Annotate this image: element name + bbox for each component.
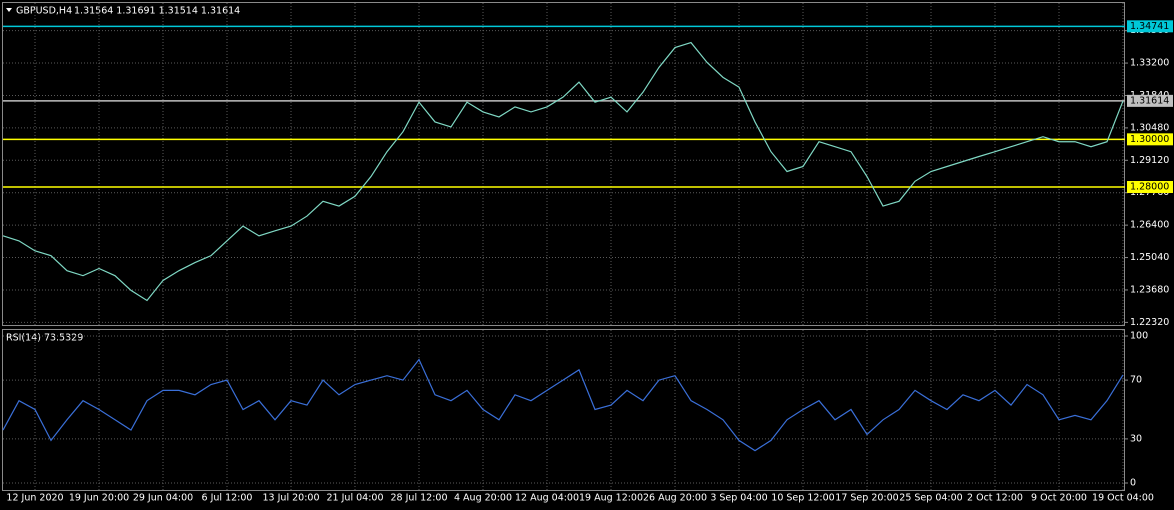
x-tick-label: 13 Jul 20:00	[263, 493, 320, 504]
price-panel	[2, 2, 1125, 326]
x-tick-label: 12 Aug 04:00	[515, 493, 579, 504]
x-tick-label: 28 Jul 12:00	[391, 493, 448, 504]
series-line	[2, 358, 1124, 452]
symbol: GBPUSD,H4	[16, 6, 72, 17]
level-label: 1.34741	[1130, 21, 1169, 32]
level-label-box	[1127, 133, 1173, 146]
rsi-panel	[2, 329, 1125, 491]
x-tick-label: 21 Jul 04:00	[327, 493, 384, 504]
x-tick-label: 9 Oct 20:00	[1031, 493, 1087, 504]
series-line	[2, 41, 1124, 302]
y-tick-label: 1.29120	[1130, 155, 1169, 166]
x-tick-label: 26 Aug 20:00	[643, 493, 707, 504]
x-tick-label: 25 Sep 04:00	[899, 493, 962, 504]
level-label-box	[1127, 94, 1173, 107]
x-tick-label: 29 Jun 04:00	[133, 493, 193, 504]
menu-arrow[interactable]	[6, 8, 12, 12]
level-label: 1.31614	[1130, 95, 1169, 106]
y-tick-label: 1.22320	[1130, 317, 1169, 328]
level-label-box	[1127, 181, 1173, 193]
level-label: 1.28000	[1130, 182, 1169, 193]
y-tick-label: 1.23680	[1130, 284, 1169, 295]
x-tick-label: 12 Jun 2020	[6, 493, 63, 504]
rsi-title: RSI(14) 73.5329	[6, 333, 83, 344]
x-tick-label: 19 Aug 12:00	[579, 493, 643, 504]
y-tick-label: 70	[1130, 375, 1142, 386]
x-tick-label: 17 Sep 20:00	[835, 493, 898, 504]
x-tick-label: 3 Sep 04:00	[710, 493, 767, 504]
y-tick-label: 100	[1130, 331, 1148, 342]
y-tick-label: 1.26400	[1130, 220, 1169, 231]
y-tick-label: 0	[1130, 478, 1136, 489]
x-tick-label: 2 Oct 12:00	[967, 493, 1023, 504]
y-tick-label: 30	[1130, 433, 1142, 444]
x-tick-label: 19 Oct 04:00	[1092, 493, 1154, 504]
y-tick-label: 1.25040	[1130, 252, 1169, 263]
ohlc: 1.31564 1.31691 1.31514 1.31614	[74, 6, 240, 17]
x-tick-label: 4 Aug 20:00	[454, 493, 512, 504]
x-tick-label: 6 Jul 12:00	[202, 493, 253, 504]
y-tick-label: 1.33200	[1130, 58, 1169, 69]
x-tick-label: 19 Jun 20:00	[69, 493, 129, 504]
x-tick-label: 10 Sep 12:00	[771, 493, 834, 504]
level-label: 1.30000	[1130, 134, 1169, 145]
level-label-box	[1127, 20, 1173, 33]
y-tick-label: 1.30480	[1130, 122, 1169, 133]
